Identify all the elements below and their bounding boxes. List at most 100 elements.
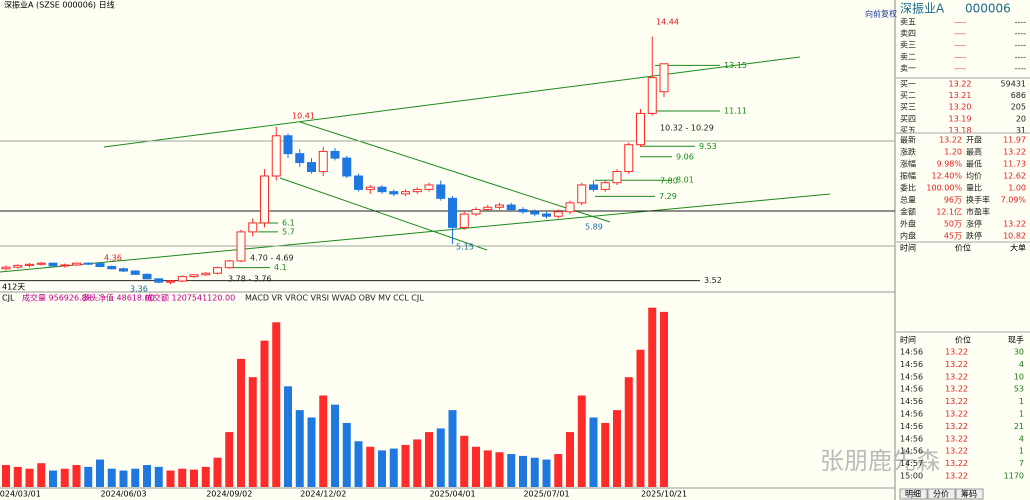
ind-amount: 成交额 1207541120.00 (145, 293, 235, 303)
tab-label[interactable]: 分价 (933, 490, 949, 499)
volume-bar (601, 422, 610, 487)
candle-body (60, 264, 70, 267)
candle-body (518, 209, 528, 213)
volume-bar (178, 468, 187, 487)
level-label: 7.29 (659, 192, 677, 201)
candle-body (647, 77, 657, 114)
volume-bar (577, 395, 586, 487)
volume-bar (225, 432, 234, 487)
trade-cell: 53 (1014, 385, 1024, 394)
tab[interactable] (927, 488, 956, 500)
level-label: 3.52 (704, 276, 722, 285)
x-tick-label: 2024/12/02 (300, 490, 346, 499)
trend-line (0, 193, 831, 273)
tab[interactable] (955, 488, 984, 500)
volume-bar (295, 410, 304, 487)
candle-body (224, 260, 234, 269)
stat-cell: 外盘 (900, 219, 916, 229)
book-cell: ---- (954, 52, 966, 61)
x-tick-label: 2024/06/03 (100, 490, 146, 499)
stat-cell: 13.22 (939, 136, 962, 145)
stat-cell: 委比 (900, 183, 916, 193)
volume-bar (107, 468, 116, 487)
volume-bar (624, 377, 633, 487)
candle-body (412, 188, 422, 193)
trade-cell: 14:56 (900, 422, 923, 431)
book-cell: 20 (1016, 114, 1026, 123)
candle-body (1, 266, 11, 270)
volume-bar (460, 435, 469, 487)
candle-body (600, 182, 610, 190)
book-cell: ---- (1014, 18, 1026, 27)
candle-body (389, 191, 399, 195)
candle-body (248, 222, 258, 233)
volume-bar (354, 441, 363, 487)
volume-bar (72, 465, 81, 487)
volume-bar (413, 439, 422, 487)
volume-bar (119, 470, 128, 487)
adjust[interactable]: 向前复权 (865, 9, 897, 19)
ind-vol: 成交量 956926.88 (22, 293, 92, 303)
stat-cell: 11.97 (1003, 136, 1026, 145)
candle-body (612, 171, 622, 184)
days: 412天 (2, 283, 25, 292)
tab-label[interactable]: 筹码 (961, 489, 977, 499)
book-cell: 13.22 (949, 80, 972, 89)
trade-cell: 13.22 (945, 422, 968, 431)
candle-body (177, 276, 187, 282)
candle-body (189, 274, 199, 278)
stat-cell: 最新 (900, 135, 916, 145)
candle-body (142, 273, 152, 280)
trade-cell: 13.22 (945, 447, 968, 456)
book-cell: 买一 (900, 80, 916, 89)
volume-bar (613, 410, 621, 487)
book-cell: 686 (1011, 91, 1026, 100)
book-cell: 31 (1016, 126, 1026, 135)
candle-body (130, 270, 140, 275)
book-cell: 卖三 (900, 41, 916, 50)
book-cell: 卖四 (900, 29, 916, 38)
trade-cell: 13.22 (945, 459, 968, 468)
trade-cell: 7 (1019, 459, 1024, 468)
volume-bar (201, 466, 210, 487)
candle-body (436, 184, 446, 199)
book-cell: ---- (1014, 52, 1026, 61)
x-tick-label: 2025/04/01 (429, 490, 475, 499)
candle-body (260, 175, 269, 224)
candle-body (95, 263, 105, 268)
ind-net: 多头净值 48618.00 (82, 293, 155, 303)
stock-code: 000006 (965, 2, 1011, 16)
stat-cell: 1.20 (944, 148, 962, 157)
ind-tabs[interactable]: MACD VR VROC VRSI WVAD OBV MV CCL CJL (245, 294, 424, 303)
trade-cell: 21 (1014, 422, 1024, 431)
volume-bar (495, 452, 504, 487)
trade-cell: 4 (1019, 434, 1024, 443)
volume-bar (401, 444, 410, 487)
candle-body (318, 150, 328, 173)
volume-bar (589, 417, 598, 487)
volume-bar (307, 417, 316, 487)
x-tick-label: 2025/07/01 (523, 490, 569, 499)
big-header: 大单 (1010, 243, 1026, 253)
tab[interactable] (899, 488, 928, 500)
volume-bar (566, 432, 574, 487)
volume-bar (319, 395, 328, 487)
candle-body (577, 184, 587, 204)
volume-bar (166, 470, 175, 487)
volume-bar (13, 466, 22, 487)
annotation: 5.89 (585, 223, 603, 232)
candle-body (236, 231, 246, 262)
trade-header: 现手 (1008, 335, 1024, 345)
tab-label[interactable]: 明细 (905, 489, 921, 499)
trade-cell: 30 (1014, 348, 1024, 357)
volume-bar (284, 386, 292, 487)
candle-body (13, 264, 23, 268)
book-cell: 买四 (900, 114, 916, 123)
volume-bar (213, 457, 222, 487)
candle-body (354, 175, 363, 190)
trade-cell: 4 (1019, 360, 1024, 369)
level-label: 13.15 (724, 61, 747, 70)
candle-body (119, 268, 128, 272)
volume-bar (342, 422, 351, 487)
stat-cell: 1.00 (1008, 184, 1026, 193)
